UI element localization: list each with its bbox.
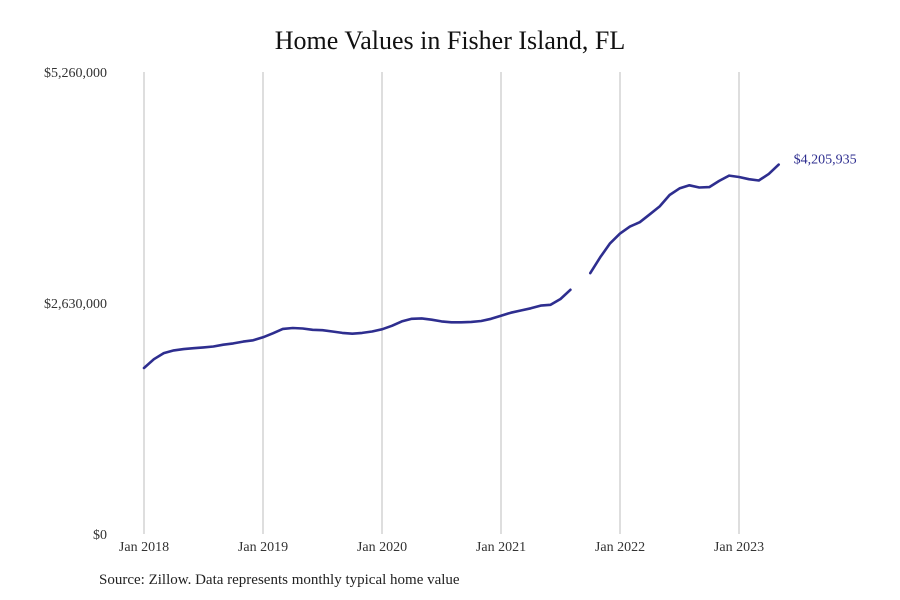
chart-title: Home Values in Fisher Island, FL — [274, 26, 626, 55]
y-tick-label: $0 — [93, 528, 107, 543]
x-axis-ticks: Jan 2018 Jan 2019 Jan 2020 Jan 2021 Jan 2022… — [119, 540, 764, 555]
series-line — [142, 288, 572, 370]
y-tick-label: $2,630,000 — [44, 297, 107, 312]
x-tick-label: Jan 2020 — [357, 540, 407, 555]
x-tick-label: Jan 2023 — [714, 540, 764, 555]
y-tick-label: $5,260,000 — [44, 66, 107, 81]
source-note: Source: Zillow. Data represents monthly … — [99, 572, 460, 588]
y-axis-ticks: $0 $2,630,000 $5,260,000 — [44, 66, 107, 543]
end-value-label: $4,205,935 — [794, 153, 857, 168]
x-tick-label: Jan 2021 — [476, 540, 526, 555]
x-tick-label: Jan 2018 — [119, 540, 169, 555]
series-lines — [142, 163, 780, 370]
x-tick-label: Jan 2019 — [238, 540, 288, 555]
series-line — [589, 163, 780, 275]
end-value-labels: $4,205,935 — [794, 153, 857, 168]
gridlines — [143, 72, 740, 534]
x-tick-label: Jan 2022 — [595, 540, 645, 555]
